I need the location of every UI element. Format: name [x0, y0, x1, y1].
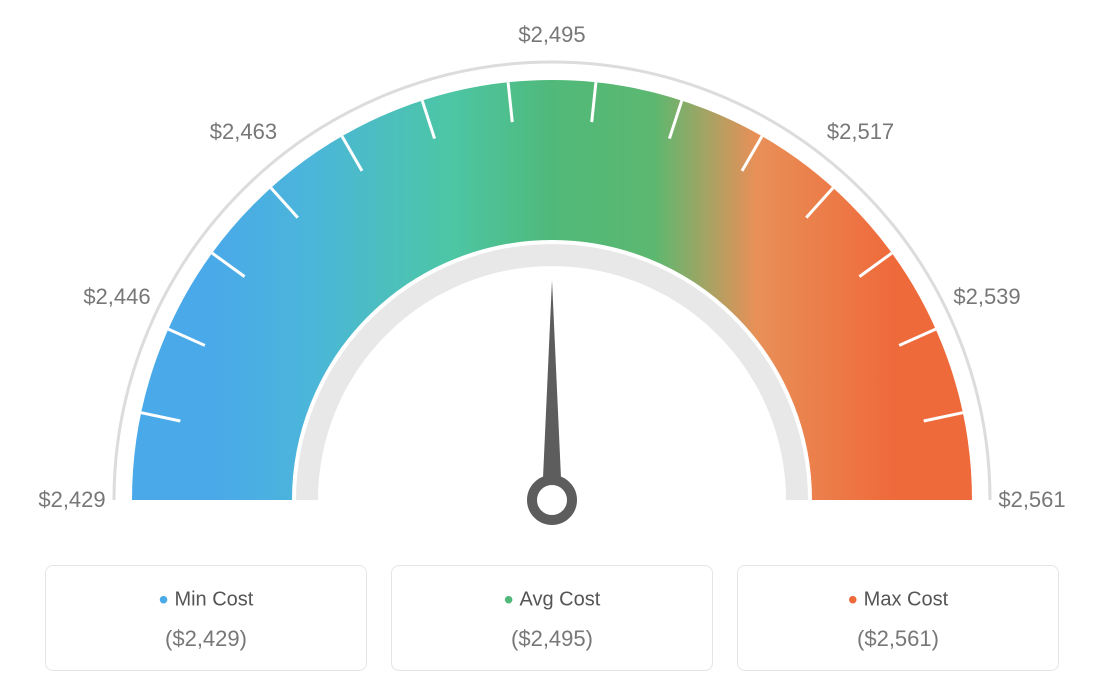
max-cost-label: Max Cost: [864, 588, 948, 610]
min-cost-card: •Min Cost ($2,429): [45, 565, 367, 671]
gauge-svg: [0, 0, 1104, 550]
avg-cost-card: • Avg Cost ($2,495): [391, 565, 713, 671]
max-dot-icon: •: [848, 584, 858, 615]
avg-cost-value: ($2,495): [392, 626, 712, 652]
avg-cost-label: Avg Cost: [520, 588, 601, 610]
gauge-tick-label: $2,446: [83, 284, 150, 310]
chart-container: $2,429 $2,446 $2,463 $2,495 $2,517 $2,539 $2,5…: [0, 0, 1104, 690]
max-cost-value: ($2,561): [738, 626, 1058, 652]
summary-cards: •Min Cost ($2,429) •Avg Cost ($2,495) •M…: [0, 565, 1104, 671]
min-cost-title: •Min Cost: [46, 584, 366, 616]
max-cost-card: • Max Cost ($2,561): [737, 565, 1059, 671]
max-cost-title: • Max Cost: [738, 584, 1058, 616]
gauge-tick-label: $2,561: [998, 487, 1065, 513]
avg-cost-title: • Avg Cost: [392, 584, 712, 616]
gauge-area: $2,429 $2,446 $2,463 $2,495 $2,517 $2,539 $2,5…: [0, 0, 1104, 550]
gauge-tick-label: $2,429: [38, 487, 105, 513]
gauge-tick-label: $2,517: [827, 119, 894, 145]
gauge-tick-label: $2,463: [210, 119, 277, 145]
min-dot-icon: •: [159, 584, 169, 615]
gauge-tick-label: $2,539: [953, 284, 1020, 310]
gauge-tick-label: $2,495: [518, 22, 585, 48]
min-cost-label: Min Cost: [174, 588, 253, 610]
avg-dot-icon: •: [504, 584, 514, 615]
min-cost-value: ($2,429): [46, 626, 366, 652]
